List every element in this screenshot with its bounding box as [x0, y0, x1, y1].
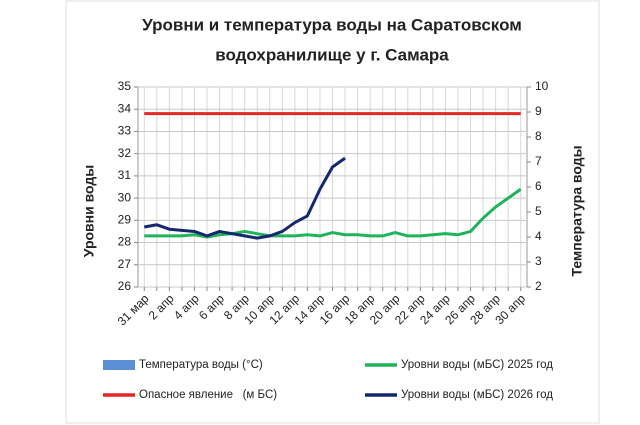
y-tick-label: 34	[118, 101, 132, 115]
legend-label: Температура воды (°С)	[139, 359, 263, 371]
series-line	[144, 156, 346, 240]
y2-tick-label: 7	[535, 154, 542, 168]
y-tick-label: 31	[118, 168, 132, 182]
y-axis-title: Уровни воды	[81, 165, 97, 257]
y2-tick-label: 8	[535, 129, 542, 143]
y-tick-label: 32	[118, 146, 132, 160]
y2-tick-label: 5	[535, 204, 542, 218]
legend-label: Уровни воды (мБС) 2025 год	[401, 359, 553, 371]
y2-tick-label: 9	[535, 104, 542, 118]
y2-tick-label: 3	[535, 254, 542, 268]
legend-label: Уровни воды (мБС) 2026 год	[401, 389, 553, 401]
y2-axis-title: Температура воды	[569, 145, 585, 276]
legend-label: Опасное явление (м БС)	[139, 389, 277, 401]
y-tick-label: 28	[118, 235, 132, 249]
y2-tick-label: 2	[535, 279, 542, 293]
y-tick-label: 27	[118, 257, 132, 271]
y-tick-label: 33	[118, 124, 132, 138]
y-tick-label: 26	[118, 279, 132, 293]
y2-tick-label: 10	[535, 79, 549, 93]
y-tick-label: 29	[118, 213, 132, 227]
legend-swatch	[103, 360, 135, 370]
y2-tick-label: 4	[535, 229, 542, 243]
y-tick-label: 30	[118, 190, 132, 204]
y-tick-label: 35	[118, 79, 132, 93]
chart-title: Уровни и температура воды на Саратовском	[142, 15, 522, 34]
chart-title: водохранилище у г. Самара	[215, 45, 449, 64]
y2-tick-label: 6	[535, 179, 542, 193]
